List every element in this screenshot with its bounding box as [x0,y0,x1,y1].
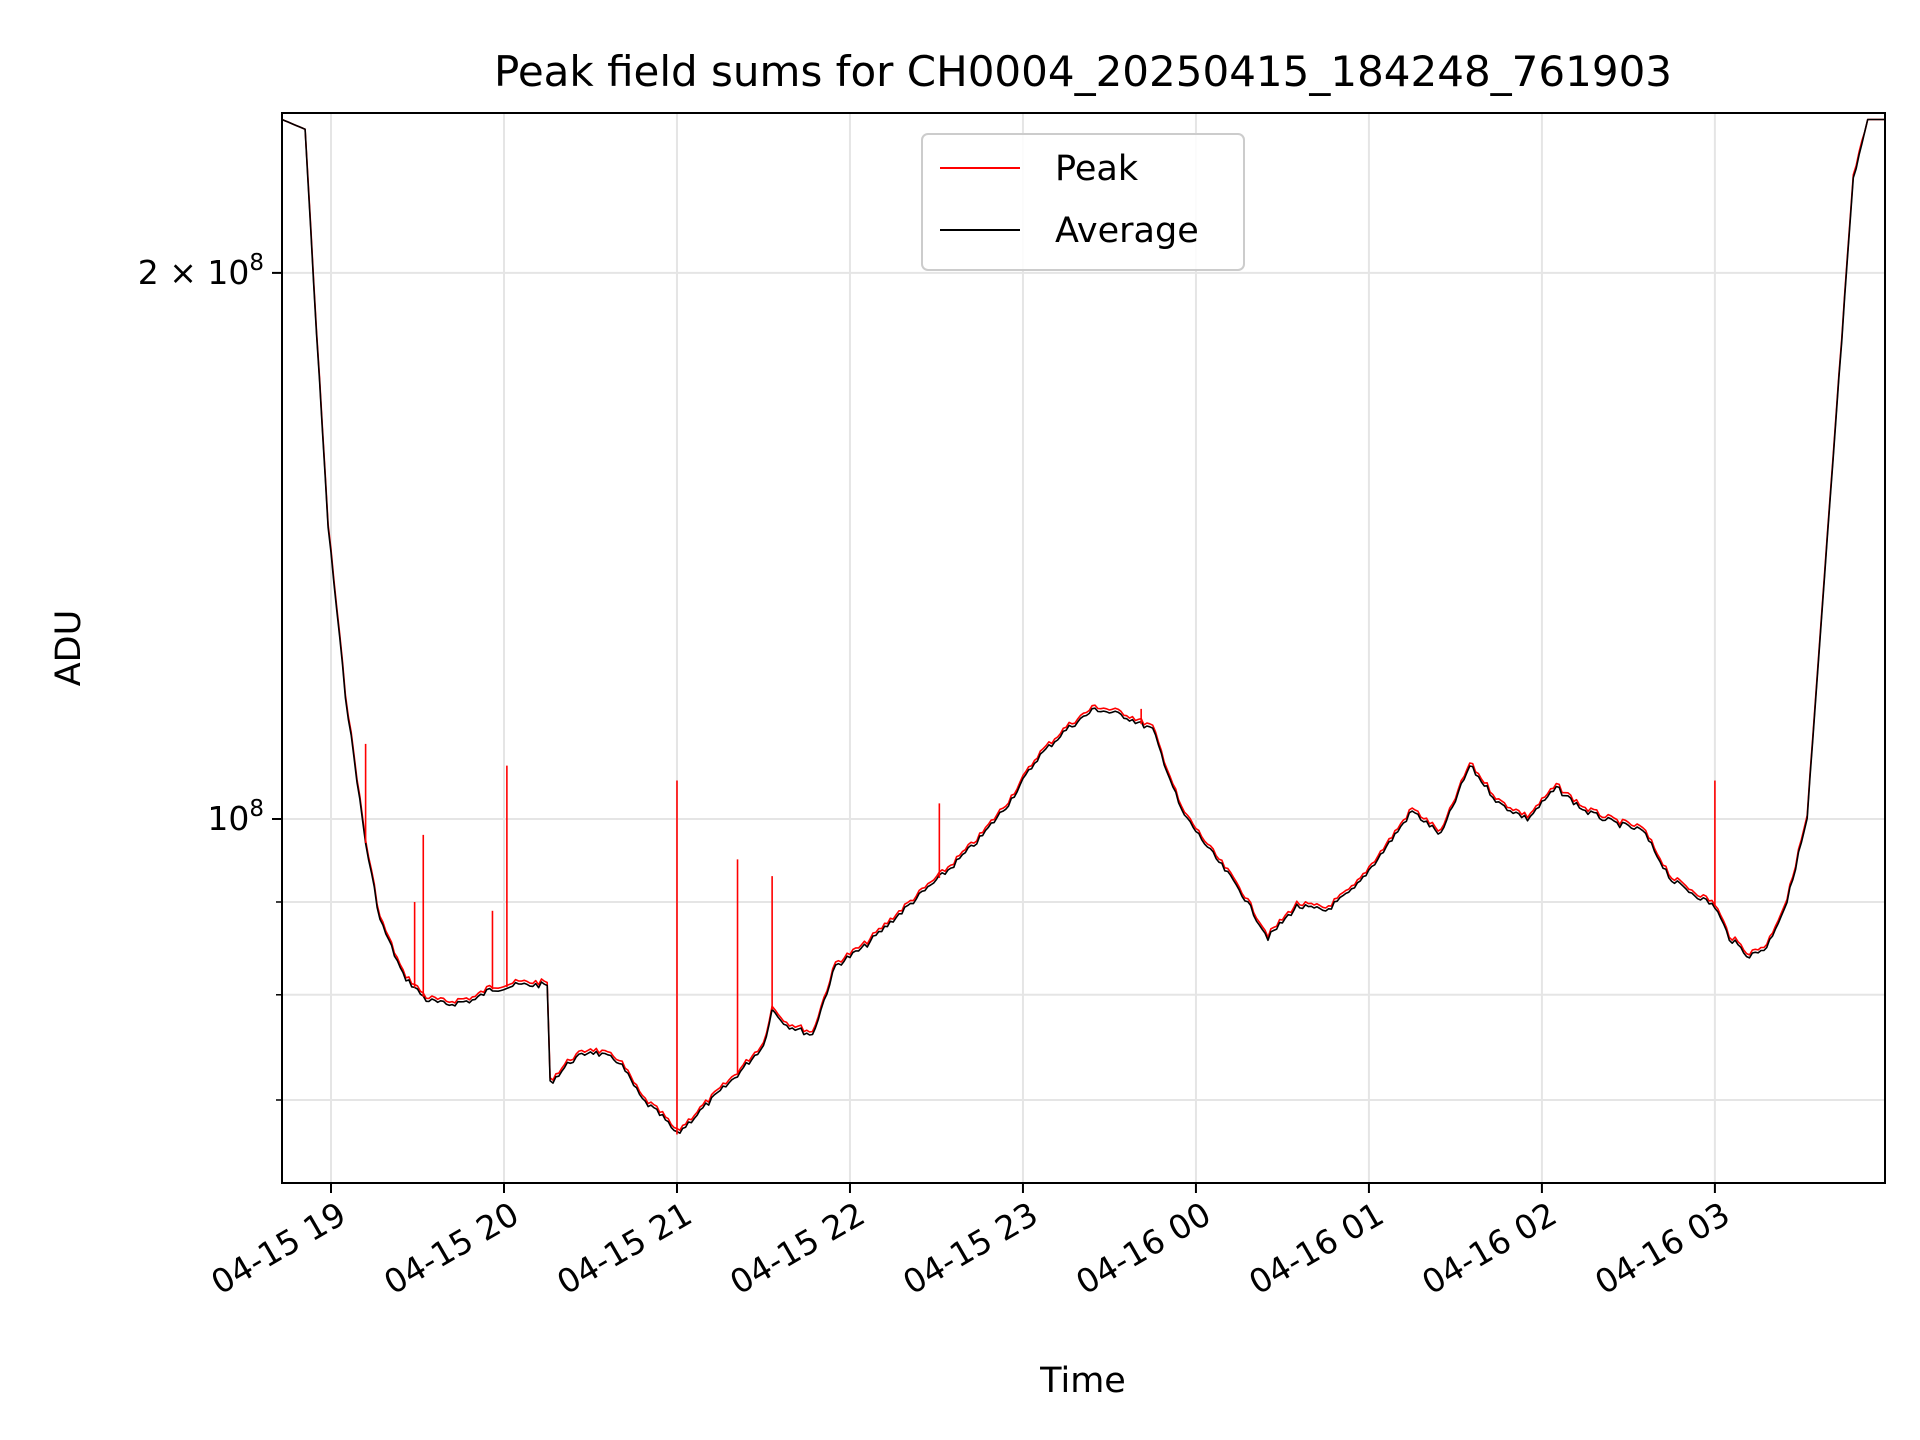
legend: Peak Average [921,133,1245,271]
chart-title: Peak field sums for CH0004_20250415_1842… [494,47,1672,96]
legend-label-average: Average [1055,211,1199,251]
gridlines [282,113,1885,1183]
plot-frame [281,112,1886,1184]
y-tick-label: 2 × 108 [138,250,264,292]
series-average-line [281,118,1885,1134]
x-axis-title: Time [1039,1361,1126,1401]
legend-label-peak: Peak [1055,149,1139,189]
y-tick-label: 108 [207,796,264,838]
plot-area [281,118,1885,1135]
y-axis-title: ADU [49,610,89,687]
